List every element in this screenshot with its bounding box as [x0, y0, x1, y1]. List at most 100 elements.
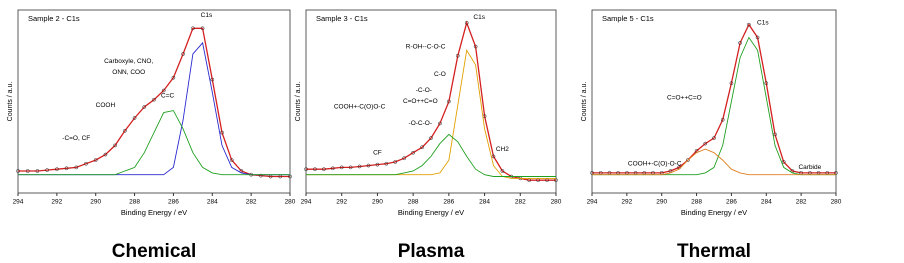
data-point — [330, 166, 335, 171]
x-tick-label: 292 — [336, 199, 347, 206]
data-point — [74, 165, 79, 170]
annotation: C=C — [161, 93, 174, 100]
annotation: C=O++C=O — [403, 98, 438, 105]
annotation: C-O — [434, 71, 446, 78]
y-axis-label: Counts / a.u. — [7, 82, 14, 122]
x-axis-label: Binding Energy / eV — [681, 208, 747, 217]
annotation: R-OH--C-O-C — [406, 43, 446, 50]
x-axis-label: Binding Energy / eV — [121, 208, 187, 217]
x-tick-label: 282 — [796, 199, 807, 206]
data-point — [455, 53, 460, 58]
x-tick-label: 286 — [443, 199, 454, 206]
x-tick-label: 284 — [207, 199, 218, 206]
data-point — [491, 154, 496, 159]
plot-frame — [305, 9, 557, 194]
data-point — [447, 99, 451, 104]
data-point — [161, 88, 166, 93]
data-point — [25, 169, 30, 173]
data-point — [142, 105, 147, 109]
y-axis-label: Counts / a.u. — [295, 82, 302, 122]
annotation: C=O++C=O — [667, 95, 702, 102]
annotation: -C=O, CF — [62, 135, 90, 142]
data-point — [703, 141, 708, 146]
data-point — [64, 166, 69, 171]
annotation: ONN, COO — [112, 69, 145, 76]
plot-frame — [17, 9, 291, 194]
x-tick-label: 280 — [831, 199, 842, 206]
x-tick-label: 292 — [51, 199, 62, 206]
data-point — [181, 52, 185, 56]
data-point — [366, 163, 371, 168]
x-tick-label: 290 — [90, 199, 101, 206]
x-tick-label: 280 — [285, 199, 296, 206]
data-point — [712, 136, 716, 140]
annotation: C1s — [757, 20, 769, 27]
data-point — [210, 77, 215, 82]
series-line — [592, 23, 836, 174]
annotation: CF — [373, 149, 382, 156]
data-point — [438, 121, 442, 126]
data-point — [84, 161, 88, 166]
data-point — [93, 158, 98, 162]
annotation: Carboxyle, CNO, — [104, 58, 153, 65]
data-point — [313, 167, 317, 172]
data-point — [747, 22, 751, 27]
series-line — [306, 133, 556, 177]
data-point — [375, 162, 380, 167]
data-point — [103, 152, 108, 157]
x-tick-label: 284 — [479, 199, 490, 206]
series-line — [592, 148, 836, 176]
data-point — [348, 165, 353, 170]
series-line — [18, 41, 290, 176]
data-point — [686, 158, 690, 162]
annotation: -O-C-O- — [409, 120, 432, 127]
data-point — [402, 156, 407, 161]
caption: Plasma — [398, 241, 465, 262]
x-axis-label: Binding Energy / eV — [398, 208, 464, 217]
data-point — [152, 97, 156, 102]
x-tick-label: 284 — [761, 199, 772, 206]
data-point — [500, 169, 505, 173]
x-tick-label: 290 — [372, 199, 383, 206]
data-point — [229, 158, 234, 162]
annotation: C1s — [201, 12, 213, 19]
data-point — [384, 161, 389, 166]
annotation: COOH+-C(O)O-C — [334, 104, 386, 111]
data-point — [132, 116, 137, 120]
series-line — [306, 49, 556, 179]
annotation: COOH — [96, 102, 116, 109]
series-line — [18, 27, 290, 178]
data-point — [191, 26, 195, 31]
annotation: COOH+-C(O)-O-C — [628, 160, 682, 167]
data-point — [200, 26, 205, 31]
x-tick-label: 288 — [408, 199, 419, 206]
panel-title: Sample 3 - C1s — [316, 14, 368, 23]
data-point — [55, 167, 59, 172]
x-tick-label: 294 — [13, 199, 24, 206]
data-point — [339, 165, 344, 170]
x-tick-label: 286 — [726, 199, 737, 206]
data-point — [473, 44, 478, 49]
x-tick-label: 294 — [301, 199, 312, 206]
series-line — [18, 110, 290, 176]
series-line — [592, 36, 836, 176]
data-point — [464, 20, 469, 25]
x-tick-label: 290 — [656, 199, 667, 206]
annotation: -C-O- — [416, 87, 432, 94]
x-tick-label: 292 — [621, 199, 632, 206]
data-point — [35, 169, 40, 173]
annotation: C1s — [473, 14, 485, 21]
data-point — [429, 136, 433, 140]
series-line — [306, 20, 556, 181]
data-point — [420, 145, 424, 150]
data-point — [113, 143, 117, 148]
y-axis-label: Counts / a.u. — [581, 82, 588, 122]
caption: Chemical — [112, 241, 196, 262]
data-point — [220, 130, 224, 135]
data-point — [781, 160, 786, 164]
plot-frame — [591, 9, 837, 194]
data-point — [393, 160, 398, 164]
data-point — [171, 75, 176, 80]
data-point — [45, 168, 49, 172]
